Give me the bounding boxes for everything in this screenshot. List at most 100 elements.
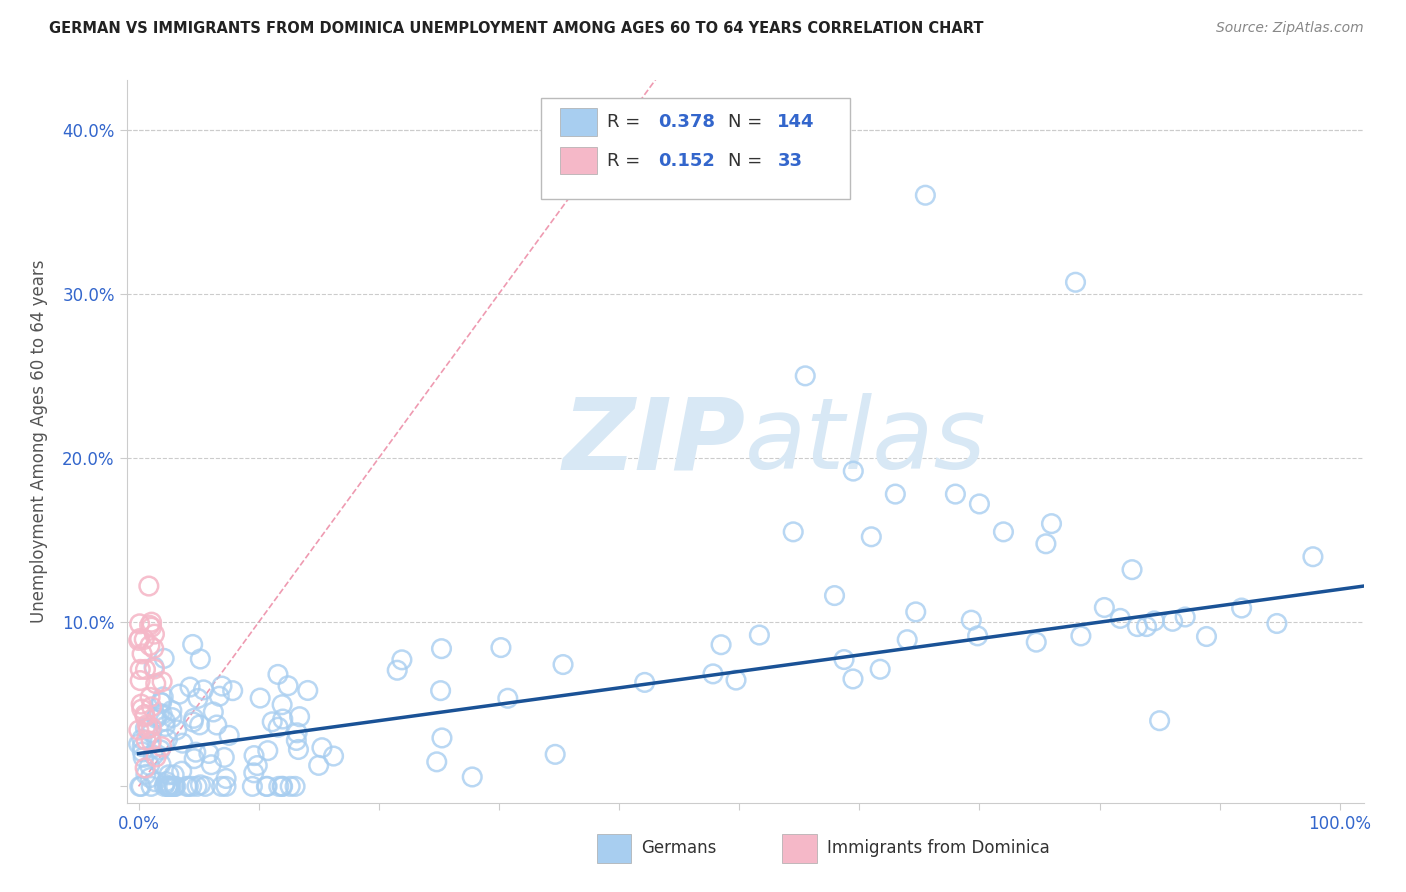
Point xyxy=(134,721,156,735)
Point xyxy=(832,652,855,666)
Point xyxy=(1070,629,1092,643)
Point xyxy=(322,749,344,764)
Point xyxy=(132,750,155,764)
Point xyxy=(243,765,266,780)
Point xyxy=(139,639,162,653)
Point xyxy=(246,758,269,772)
FancyBboxPatch shape xyxy=(560,109,596,136)
Point xyxy=(426,755,449,769)
Point xyxy=(160,704,183,718)
Point xyxy=(138,618,160,632)
Point xyxy=(243,748,266,763)
Point xyxy=(262,714,284,729)
Point xyxy=(461,770,484,784)
Point xyxy=(169,687,191,701)
Text: Source: ZipAtlas.com: Source: ZipAtlas.com xyxy=(1216,21,1364,35)
Point xyxy=(150,674,173,689)
Point xyxy=(166,723,188,737)
Text: R =: R = xyxy=(606,113,645,131)
Point xyxy=(186,780,208,794)
Text: R =: R = xyxy=(606,153,645,170)
Point xyxy=(284,780,307,794)
Point xyxy=(202,705,225,719)
Text: 144: 144 xyxy=(778,113,815,131)
FancyBboxPatch shape xyxy=(560,147,596,174)
Point xyxy=(176,780,198,794)
Point xyxy=(544,747,567,762)
Point xyxy=(842,464,865,478)
Point xyxy=(143,662,166,676)
Point xyxy=(136,717,159,731)
Point xyxy=(205,718,228,732)
Point xyxy=(139,780,162,794)
Point xyxy=(218,728,240,742)
Point xyxy=(297,683,319,698)
Point xyxy=(143,660,166,674)
Point xyxy=(143,774,166,789)
Point xyxy=(256,780,278,794)
Point xyxy=(165,780,187,794)
Point xyxy=(256,744,278,758)
Point xyxy=(794,368,817,383)
Point xyxy=(128,616,150,631)
Point xyxy=(142,748,165,763)
Point xyxy=(896,632,918,647)
Point xyxy=(129,673,152,688)
Point xyxy=(1174,610,1197,624)
Point xyxy=(136,722,159,736)
Point xyxy=(180,780,202,794)
Point xyxy=(184,745,207,759)
Point xyxy=(141,720,163,734)
Point xyxy=(429,683,451,698)
Point xyxy=(153,719,176,733)
Text: atlas: atlas xyxy=(745,393,987,490)
Point xyxy=(131,647,153,661)
Point xyxy=(177,780,200,794)
Point xyxy=(271,780,294,794)
Point xyxy=(215,772,238,786)
Point xyxy=(1126,619,1149,633)
Point xyxy=(135,733,157,747)
Text: N =: N = xyxy=(728,113,768,131)
Text: 0.378: 0.378 xyxy=(658,113,716,131)
Point xyxy=(211,679,233,693)
Point xyxy=(139,690,162,705)
Point xyxy=(200,757,222,772)
Text: 0.152: 0.152 xyxy=(658,153,716,170)
Point xyxy=(138,579,160,593)
Point xyxy=(149,743,172,757)
Point xyxy=(430,731,453,745)
Point xyxy=(1121,563,1143,577)
Point xyxy=(181,714,204,729)
Point xyxy=(152,690,174,704)
Point xyxy=(824,589,846,603)
Point xyxy=(157,780,180,794)
Point xyxy=(134,662,156,676)
Point xyxy=(1064,275,1087,289)
Point xyxy=(131,745,153,759)
Point xyxy=(141,699,163,714)
Point xyxy=(267,720,290,734)
Point xyxy=(242,780,264,794)
Point xyxy=(135,767,157,781)
Point xyxy=(143,627,166,641)
Point xyxy=(141,734,163,748)
Point xyxy=(153,780,176,794)
Point xyxy=(634,675,657,690)
Text: Germans: Germans xyxy=(641,838,717,856)
Point xyxy=(267,780,290,794)
Point xyxy=(149,695,172,709)
Point xyxy=(551,657,574,672)
Text: 33: 33 xyxy=(778,153,803,170)
Point xyxy=(249,691,271,706)
Point xyxy=(278,780,301,794)
Point xyxy=(134,632,156,647)
Point xyxy=(1302,549,1324,564)
Point xyxy=(153,651,176,665)
Point xyxy=(157,780,180,794)
Point xyxy=(190,778,212,792)
Point xyxy=(198,747,221,761)
Point xyxy=(155,714,177,728)
Point xyxy=(183,752,205,766)
Text: N =: N = xyxy=(728,153,768,170)
